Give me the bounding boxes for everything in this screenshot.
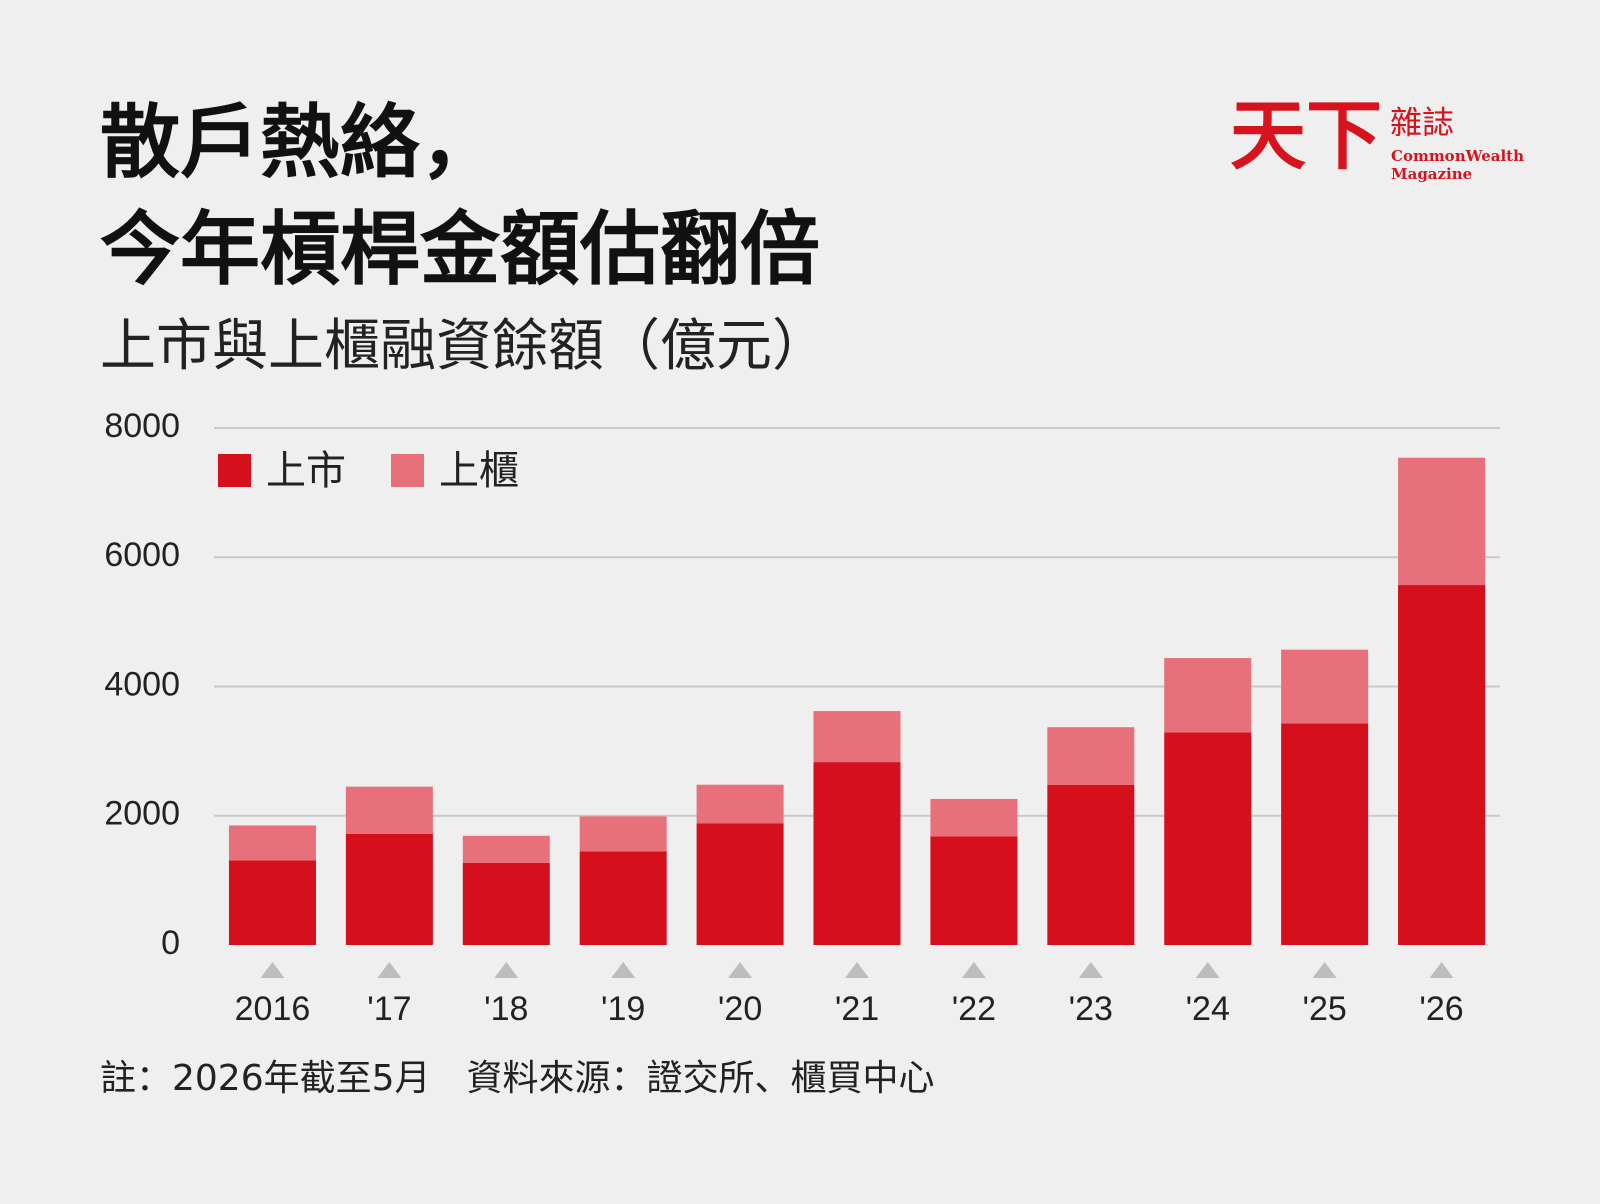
bar: [345, 833, 433, 945]
x-tick-label: '19: [601, 990, 645, 1028]
bar: [462, 835, 550, 863]
x-tick-label: '20: [718, 990, 762, 1028]
legend-swatch: [391, 454, 424, 487]
x-tick-label: 2016: [235, 990, 311, 1028]
logo-name: 天下: [1230, 91, 1382, 180]
bar: [1164, 732, 1252, 945]
chart-title: 今年槓桿金額估翻倍: [100, 203, 820, 296]
y-tick-label: 2000: [104, 795, 180, 833]
tick-triangle: [728, 962, 753, 978]
bar: [579, 816, 667, 852]
bar: [1281, 649, 1369, 724]
x-tick-label: '23: [1069, 990, 1113, 1028]
bar: [228, 860, 316, 945]
tick-triangle: [1429, 962, 1454, 978]
bar: [345, 786, 433, 834]
logo-english: Magazine: [1391, 165, 1472, 183]
bar: [1281, 723, 1369, 945]
tick-triangle: [961, 962, 986, 978]
legend-swatch: [218, 454, 251, 487]
tick-triangle: [1078, 962, 1103, 978]
legend-label: 上市: [266, 448, 346, 494]
logo-english: CommonWealth: [1391, 147, 1524, 165]
logo: 天下 雜誌 CommonWealth Magazine: [1230, 91, 1524, 183]
x-tick-label: '21: [835, 990, 879, 1028]
y-tick-label: 0: [161, 924, 180, 962]
tick-triangle: [494, 962, 519, 978]
chart-subtitle: 上市與上櫃融資餘額（億元）: [100, 314, 828, 379]
bar: [1398, 457, 1486, 586]
bar: [696, 784, 784, 824]
bar: [813, 711, 901, 763]
tick-triangle: [845, 962, 869, 978]
y-tick-label: 6000: [104, 536, 180, 574]
x-tick-label: '25: [1302, 990, 1346, 1028]
y-tick-label: 8000: [104, 407, 180, 445]
tick-triangle: [377, 962, 402, 978]
legend-label: 上櫃: [439, 448, 519, 494]
bar: [228, 825, 316, 861]
bar: [579, 851, 667, 945]
bar: [930, 836, 1018, 945]
logo-sub: 雜誌: [1390, 104, 1454, 142]
bar: [813, 762, 901, 945]
tick-triangle: [1312, 962, 1337, 978]
bar: [462, 862, 550, 945]
tick-triangle: [260, 962, 285, 978]
bar: [1164, 658, 1252, 733]
chart-title: 散戶熱絡，: [100, 96, 500, 189]
bar: [1398, 585, 1486, 945]
x-tick-label: '17: [367, 990, 411, 1028]
x-tick-label: '26: [1419, 990, 1463, 1028]
bar: [930, 798, 1018, 837]
x-tick-label: '24: [1186, 990, 1230, 1028]
x-tick-label: '22: [952, 990, 996, 1028]
note: 註：2026年截至5月 資料來源：證交所、櫃買中心: [100, 1058, 935, 1099]
tick-triangle: [611, 962, 636, 978]
bar: [696, 823, 784, 945]
tick-triangle: [1195, 962, 1220, 978]
bar: [1047, 727, 1135, 785]
y-tick-label: 4000: [104, 665, 180, 703]
bar: [1047, 784, 1135, 945]
x-tick-label: '18: [484, 990, 528, 1028]
